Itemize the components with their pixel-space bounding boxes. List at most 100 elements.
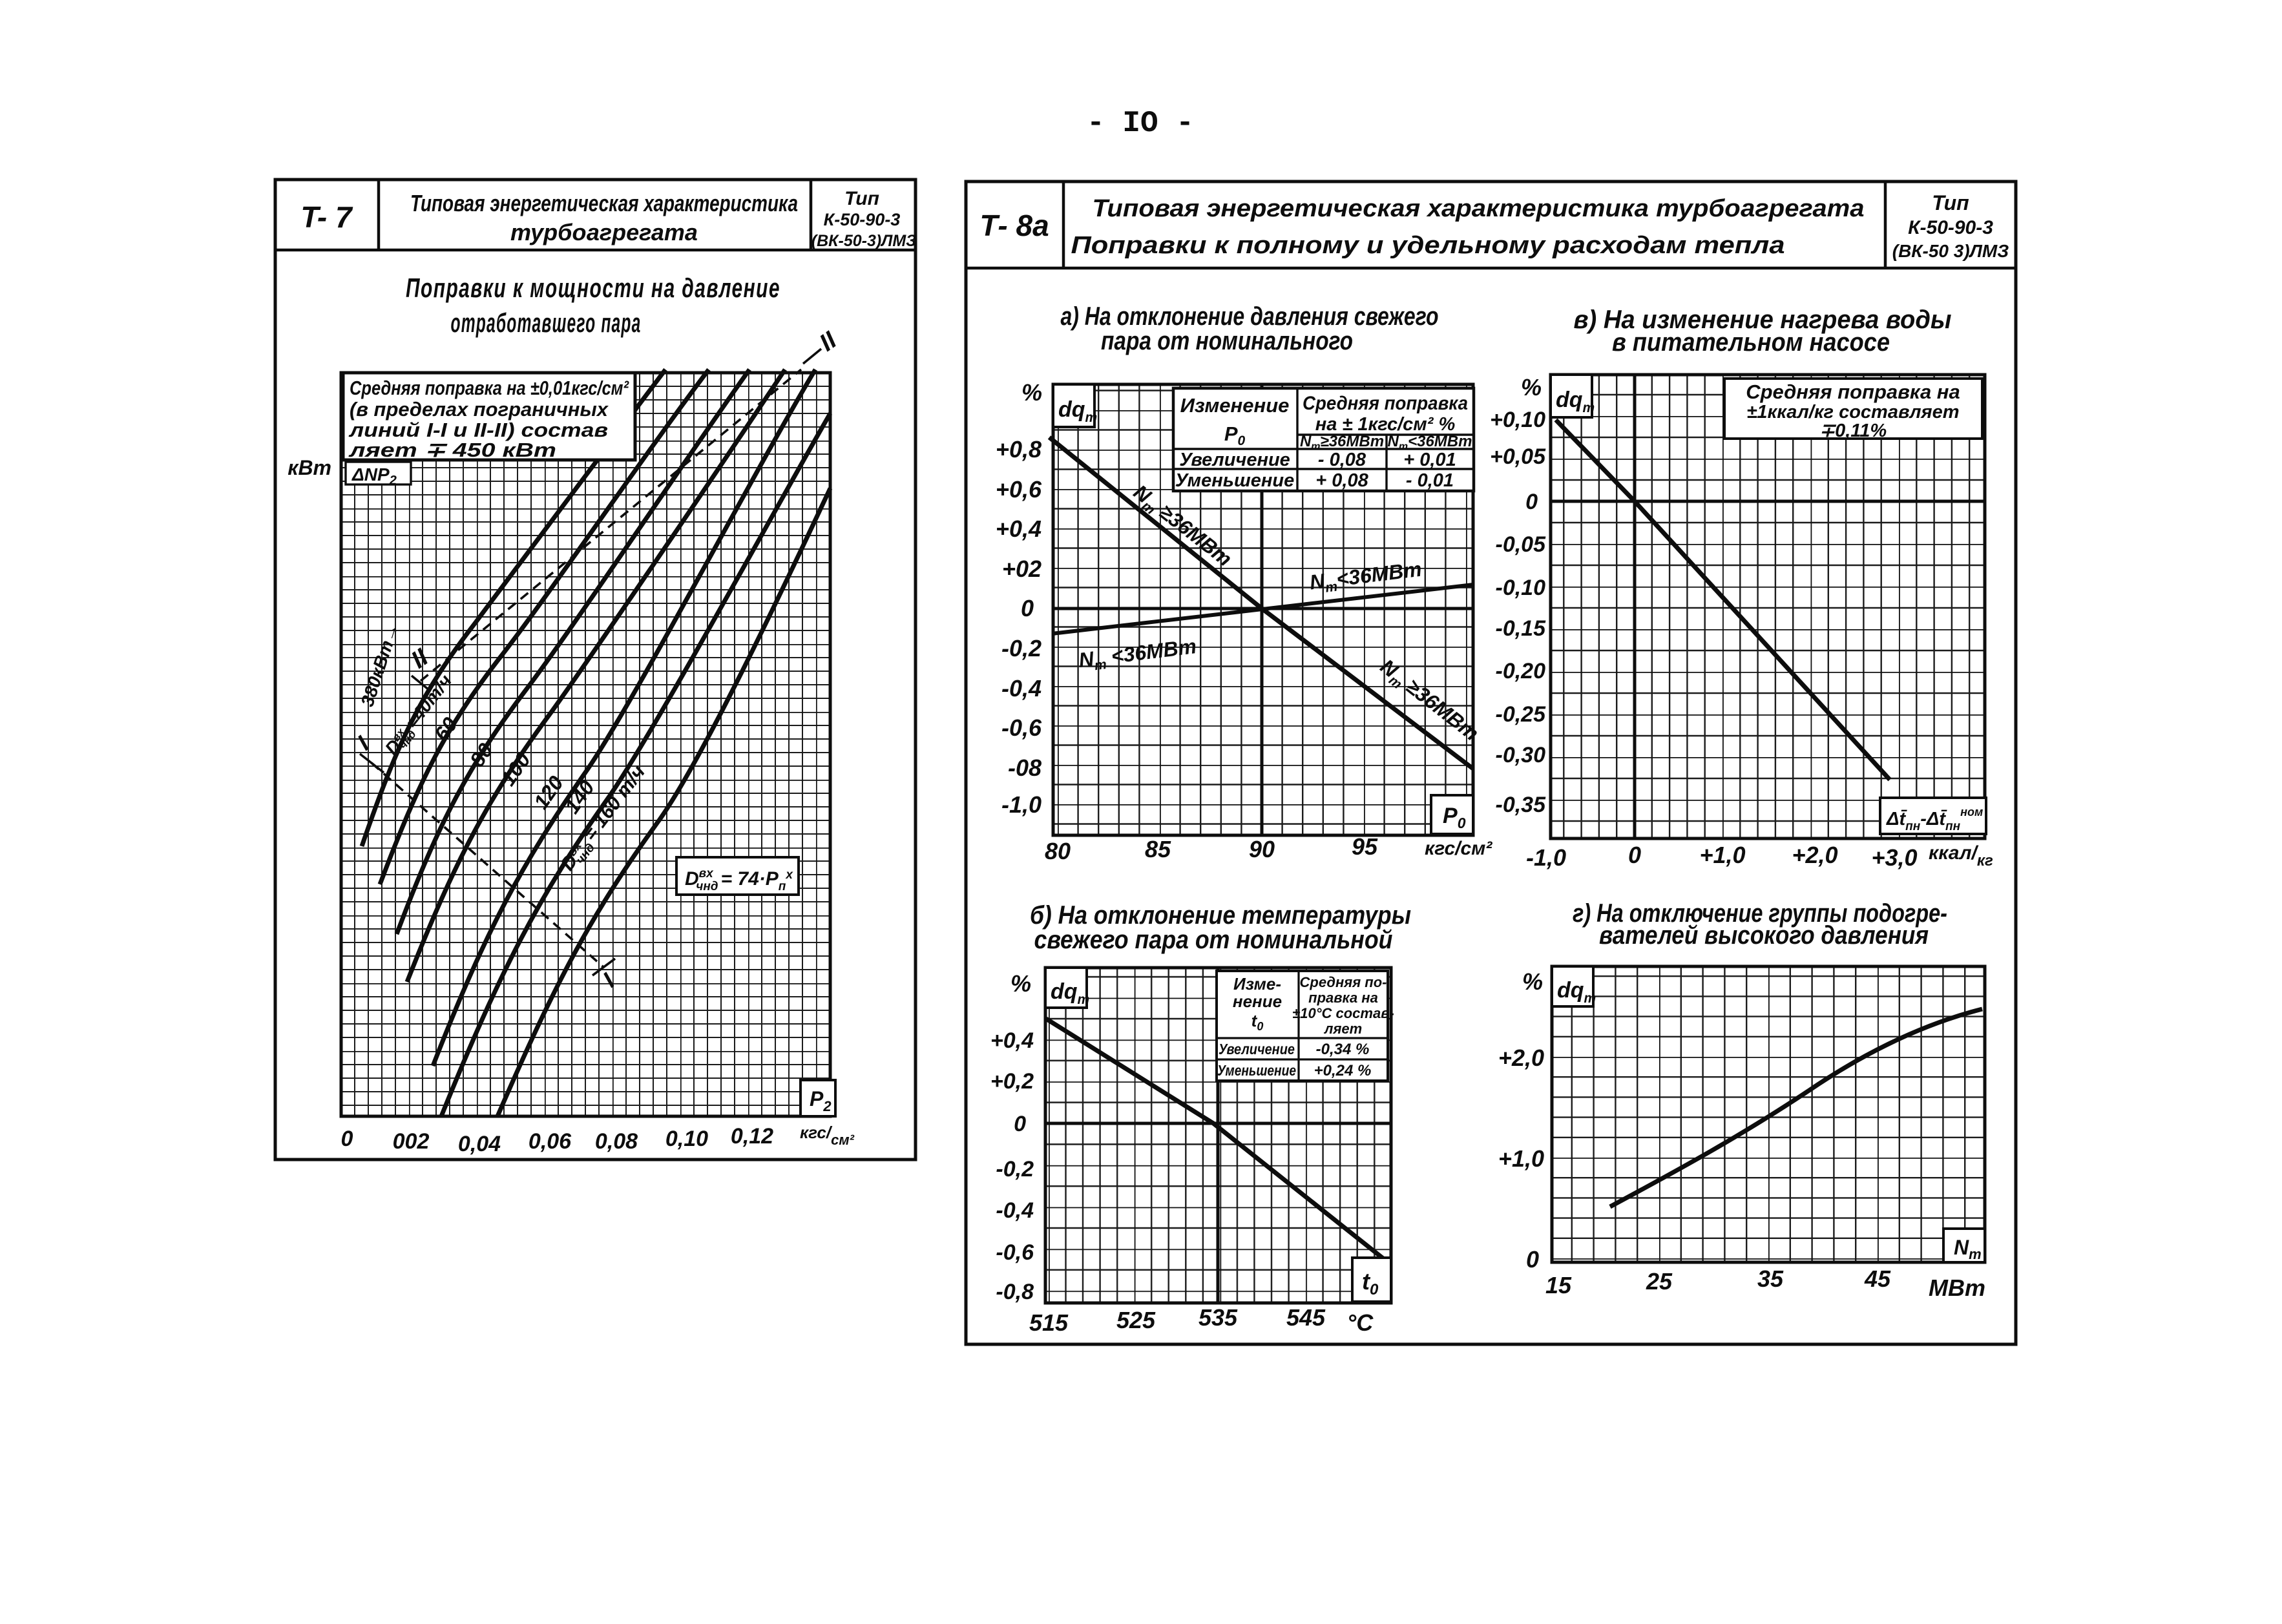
svg-text:0: 0 (1525, 490, 1538, 514)
svg-text:+2,0: +2,0 (1792, 842, 1837, 868)
svg-text:525: 525 (1116, 1307, 1156, 1333)
svg-text:Dвхчнд= 74·Рпх: Dвх чнд = 74·Рпх (685, 867, 793, 893)
svg-text:+0,4: +0,4 (990, 1028, 1034, 1053)
svg-text:-0,6: -0,6 (1001, 714, 1042, 741)
svg-text:Тип: Тип (844, 188, 879, 209)
svg-text:0: 0 (1628, 842, 1641, 868)
svg-text:кгс/см²: кгс/см² (1425, 838, 1492, 859)
svg-text:-0,8: -0,8 (996, 1280, 1034, 1304)
svg-text:+0,05: +0,05 (1490, 444, 1546, 469)
svg-text:К-50-90-3: К-50-90-3 (1908, 217, 1993, 238)
svg-text:пара от номинального: пара от номинального (1101, 327, 1353, 355)
svg-text:(ВК-50-3)ЛМЗ: (ВК-50-3)ЛМЗ (811, 232, 917, 250)
svg-text:+2,0: +2,0 (1498, 1045, 1544, 1071)
svg-text:-0,34 %: -0,34 % (1316, 1041, 1370, 1058)
svg-text:Поправки к полному и удельному: Поправки к полному и удельному расходам … (1071, 232, 1785, 259)
svg-text:80: 80 (1045, 838, 1071, 864)
svg-text:Тип: Тип (1932, 191, 1969, 214)
svg-text:+0,8: +0,8 (996, 436, 1042, 463)
svg-text:Средняя по-: Средняя по- (1300, 974, 1387, 990)
svg-text:515: 515 (1029, 1309, 1069, 1336)
svg-text:ляет ∓ 450 кВт: ляет ∓ 450 кВт (348, 439, 556, 461)
svg-text:°С: °С (1347, 1309, 1374, 1336)
svg-text:нение: нение (1233, 992, 1282, 1011)
svg-text:-1,0: -1,0 (1001, 791, 1042, 818)
svg-text:15: 15 (1545, 1272, 1572, 1298)
svg-text:- 0,01: - 0,01 (1406, 470, 1454, 491)
svg-text:+0,24 %: +0,24 % (1314, 1062, 1372, 1079)
svg-text:в питательном насосе: в питательном насосе (1612, 328, 1890, 357)
svg-text:T- 7: T- 7 (300, 200, 353, 234)
svg-text:а) На отклонение давления свеж: а) На отклонение давления свежего (1061, 302, 1439, 331)
svg-text:- IO -: - IO - (1087, 107, 1194, 140)
svg-text:0,12: 0,12 (731, 1124, 773, 1149)
svg-text:%: % (1010, 970, 1031, 997)
svg-text:Т- 8а: Т- 8а (979, 209, 1049, 242)
svg-text:-08: -08 (1008, 755, 1042, 781)
svg-text:25: 25 (1646, 1268, 1673, 1295)
svg-text:-0,05: -0,05 (1496, 532, 1547, 557)
svg-text:0,04: 0,04 (458, 1132, 501, 1156)
svg-text:Средняя поправка на ±0,01кгс/с: Средняя поправка на ±0,01кгс/см² (350, 377, 629, 399)
svg-text:0,06: 0,06 (529, 1129, 572, 1154)
svg-text:Р2: Р2 (810, 1087, 832, 1114)
svg-text:Типовая энергетическая характе: Типовая энергетическая характеристика ту… (1093, 195, 1865, 222)
svg-text:Поправки к мощности на давлени: Поправки к мощности на давление (406, 273, 780, 303)
svg-text:МВт: МВт (1929, 1275, 1985, 1301)
svg-text:турбоагрегата: турбоагрегата (510, 219, 698, 245)
svg-text:95: 95 (1352, 833, 1378, 860)
svg-text:+0,10: +0,10 (1490, 408, 1545, 432)
svg-text:+3,0: +3,0 (1871, 844, 1917, 871)
svg-text:-0,10: -0,10 (1496, 576, 1546, 600)
svg-text:Уменьшение: Уменьшение (1175, 470, 1295, 491)
svg-text:-0,4: -0,4 (1001, 675, 1042, 702)
svg-text:dqт: dqт (1051, 979, 1089, 1007)
svg-text:-1,0: -1,0 (1526, 844, 1566, 871)
svg-text:+1,0: +1,0 (1699, 842, 1745, 868)
svg-text:-0,4: -0,4 (996, 1198, 1034, 1223)
svg-text:ляет: ляет (1324, 1021, 1362, 1037)
svg-text:0,10: 0,10 (665, 1127, 708, 1151)
svg-text:б) На отклонение температуры: б) На отклонение температуры (1030, 901, 1411, 930)
svg-text:+0,2: +0,2 (990, 1069, 1034, 1094)
svg-text:-0,25: -0,25 (1496, 702, 1547, 727)
svg-text:±10°С состав-: ±10°С состав- (1292, 1005, 1394, 1021)
svg-text:dqт: dqт (1556, 388, 1595, 415)
svg-text:(в пределах пограничных: (в пределах пограничных (350, 398, 609, 421)
svg-text:-0,2: -0,2 (996, 1157, 1034, 1182)
svg-text:-0,35: -0,35 (1496, 793, 1547, 817)
svg-text:0,08: 0,08 (595, 1129, 638, 1154)
svg-text:+ 0,08: + 0,08 (1315, 470, 1368, 491)
svg-text:г) На отключение группы подогр: г) На отключение группы подогре- (1573, 899, 1947, 928)
svg-text:0: 0 (341, 1127, 353, 1151)
svg-text:+0,6: +0,6 (996, 476, 1042, 503)
svg-text:Уменьшение: Уменьшение (1217, 1062, 1296, 1079)
svg-text:535: 535 (1199, 1304, 1238, 1331)
svg-text:35: 35 (1757, 1265, 1784, 1292)
svg-text:Средняя поправка на: Средняя поправка на (1746, 380, 1960, 403)
svg-text:002: 002 (393, 1129, 430, 1154)
svg-text:(ВК-50 3)ЛМЗ: (ВК-50 3)ЛМЗ (1892, 241, 2009, 261)
svg-text:Nт≥36МВт: Nт≥36МВт (1300, 433, 1384, 452)
svg-text:на ± 1кгс/см² %: на ± 1кгс/см² % (1315, 414, 1456, 435)
svg-text:+1,0: +1,0 (1498, 1145, 1544, 1172)
svg-text:правка на: правка на (1308, 990, 1378, 1006)
svg-text:45: 45 (1864, 1265, 1891, 1292)
svg-text:-0,30: -0,30 (1496, 743, 1546, 767)
svg-text:вателей высокого давления: вателей высокого давления (1599, 921, 1929, 950)
svg-text:-0,15: -0,15 (1496, 616, 1547, 641)
svg-text:линий I-I и II-II) состав: линий I-I и II-II) состав (348, 419, 608, 441)
svg-text:90: 90 (1249, 836, 1275, 862)
svg-text:-0,2: -0,2 (1001, 635, 1042, 661)
svg-text:в) На изменение нагрева воды: в) На изменение нагрева воды (1574, 306, 1952, 334)
svg-text:85: 85 (1145, 836, 1171, 862)
svg-text:Средняя поправка: Средняя поправка (1303, 393, 1468, 414)
svg-text:ΔNР2: ΔNР2 (351, 464, 397, 488)
svg-text:К-50-90-3: К-50-90-3 (824, 210, 901, 229)
svg-text:%: % (1021, 379, 1042, 406)
svg-text:0: 0 (1526, 1246, 1539, 1273)
svg-text:+02: +02 (1002, 556, 1042, 582)
svg-text:dqт: dqт (1557, 978, 1596, 1006)
svg-text:кВт: кВт (288, 456, 331, 479)
svg-text:-0,6: -0,6 (996, 1240, 1034, 1265)
